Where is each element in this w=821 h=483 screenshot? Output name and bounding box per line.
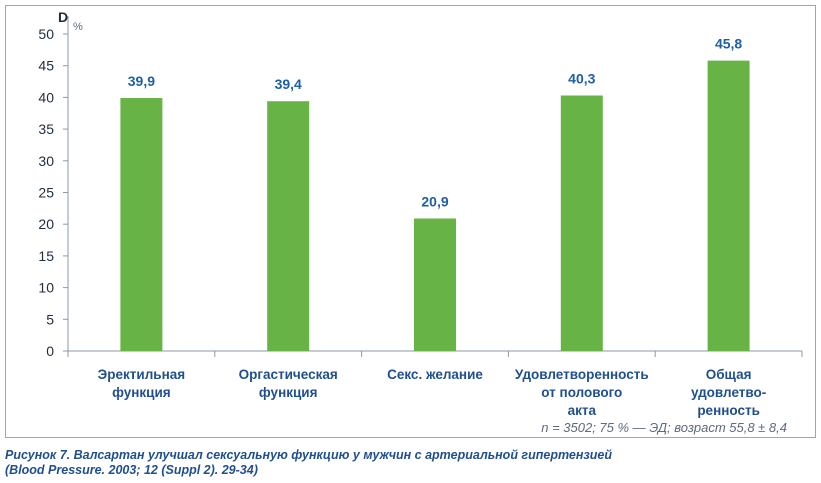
y-axis-label: D xyxy=(58,9,68,25)
bar xyxy=(267,101,310,351)
category-label: Секс. желание xyxy=(387,367,483,382)
y-tick-label: 15 xyxy=(38,248,54,264)
figure-caption: Рисунок 7. Валсартан улучшал сексуальную… xyxy=(5,448,612,478)
category-label: функция xyxy=(259,385,318,400)
category-label: акта xyxy=(568,403,597,418)
y-tick-label: 50 xyxy=(38,26,54,42)
bar-value-label: 40,3 xyxy=(568,70,595,86)
category-label: удовлетво- xyxy=(691,385,766,400)
category-label: функция xyxy=(112,385,171,400)
bar xyxy=(560,95,603,351)
y-tick-label: 45 xyxy=(38,58,54,74)
bar xyxy=(120,98,163,351)
category-label: Общая xyxy=(706,367,752,382)
y-tick-label: 30 xyxy=(38,153,54,169)
sample-note: n = 3502; 75 % — ЭД; возраст 55,8 ± 8,4 xyxy=(541,420,787,435)
y-tick-label: 35 xyxy=(38,121,54,137)
bar-value-label: 20,9 xyxy=(421,193,448,209)
category-label: Удовлетворенность xyxy=(515,367,649,382)
bar-value-label: 45,8 xyxy=(715,36,742,52)
caption-line-1: Рисунок 7. Валсартан улучшал сексуальную… xyxy=(5,448,613,462)
bar xyxy=(707,60,750,352)
y-tick-label: 10 xyxy=(38,280,54,296)
category-label: Оргастическая xyxy=(239,367,338,382)
y-tick-label: 0 xyxy=(46,343,54,359)
y-tick-label: 5 xyxy=(46,311,54,327)
bar-value-label: 39,4 xyxy=(275,76,302,92)
y-tick-label: 25 xyxy=(38,185,54,201)
y-tick-label: 20 xyxy=(38,216,54,232)
category-label: от полового xyxy=(541,385,622,400)
bar xyxy=(414,218,456,351)
y-axis-unit: % xyxy=(73,21,83,33)
bar-value-label: 39,9 xyxy=(128,73,155,89)
chart-frame xyxy=(5,5,816,438)
y-tick-label: 40 xyxy=(38,89,54,105)
category-label: ренность xyxy=(697,403,760,418)
category-label: Эректильная xyxy=(98,367,185,382)
bar-chart: 0 5 10 15 20 25 30 35 40 45 50D% 39,9 Эректильная фун… xyxy=(38,9,803,418)
caption-line-2: (Blood Pressure. 2003; 12 (Suppl 2). 29-… xyxy=(5,463,258,477)
